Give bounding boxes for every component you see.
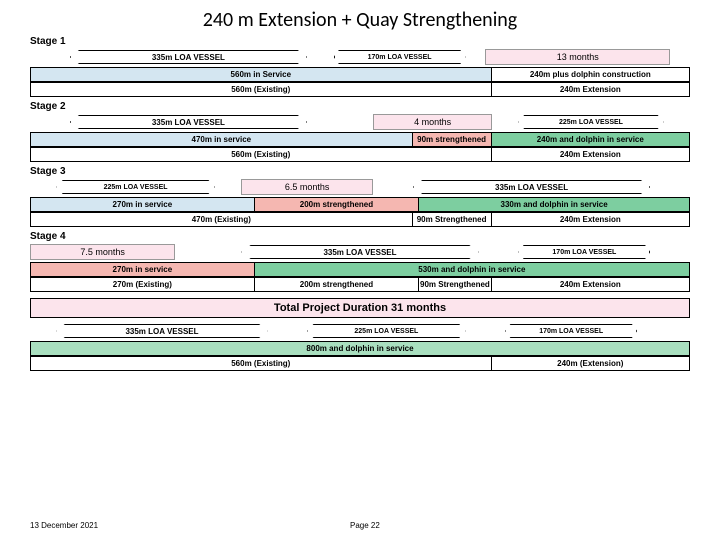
seg-existing: 470m (Existing) [31, 213, 413, 226]
vessel-170: 170m LOA VESSEL [518, 245, 650, 259]
stage-2-bar2: 560m (Existing) 240m Extension [30, 147, 690, 162]
seg-dolphin: 330m and dolphin in service [419, 198, 689, 211]
stage-2-duration: 4 months [373, 114, 492, 130]
stage-1-bar1: 560m in Service 240m plus dolphin constr… [30, 67, 690, 82]
final-bar1: 800m and dolphin in service [30, 341, 690, 356]
stage-2-label: Stage 2 [30, 101, 690, 112]
stage-4-bar2: 270m (Existing) 200m strengthened 90m St… [30, 277, 690, 292]
stage-4: Stage 4 7.5 months 335m LOA VESSEL 170m … [30, 231, 690, 292]
seg-dolphin: 240m and dolphin in service [492, 133, 689, 146]
seg-service: 270m in service [31, 263, 255, 276]
stage-3: Stage 3 225m LOA VESSEL 6.5 months 335m … [30, 166, 690, 227]
stage-3-bar2: 470m (Existing) 90m Strengthened 240m Ex… [30, 212, 690, 227]
stage-4-duration: 7.5 months [30, 244, 175, 260]
stage-2-vessels: 335m LOA VESSEL 4 months 225m LOA VESSEL [30, 113, 690, 131]
seg-strengthened2: 90m Strengthened [419, 278, 491, 291]
seg-service: 560m in Service [31, 68, 492, 81]
seg-extension: 240m Extension [492, 83, 689, 96]
page-title: 240 m Extension + Quay Strengthening [30, 8, 690, 32]
total-duration: Total Project Duration 31 months [30, 298, 690, 318]
footer-page: Page 22 [350, 521, 380, 530]
vessel-335: 335m LOA VESSEL [241, 245, 479, 259]
stage-3-duration: 6.5 months [241, 179, 373, 195]
vessel-335: 335m LOA VESSEL [70, 50, 308, 64]
stage-3-label: Stage 3 [30, 166, 690, 177]
vessel-170: 170m LOA VESSEL [505, 324, 637, 338]
stage-4-label: Stage 4 [30, 231, 690, 242]
stage-1: Stage 1 335m LOA VESSEL 170m LOA VESSEL … [30, 36, 690, 97]
seg-dolphin-full: 800m and dolphin in service [31, 342, 689, 355]
seg-construction: 240m plus dolphin construction [492, 68, 689, 81]
seg-strengthened: 90m strengthened [413, 133, 492, 146]
vessel-225: 225m LOA VESSEL [56, 180, 214, 194]
stage-4-bar1: 270m in service 530m and dolphin in serv… [30, 262, 690, 277]
seg-extension: 240m Extension [492, 278, 689, 291]
seg-strengthened: 90m Strengthened [413, 213, 492, 226]
footer-date: 13 December 2021 [30, 521, 230, 530]
seg-existing: 560m (Existing) [31, 148, 492, 161]
vessel-335: 335m LOA VESSEL [413, 180, 651, 194]
stage-4-vessels: 7.5 months 335m LOA VESSEL 170m LOA VESS… [30, 243, 690, 261]
stage-1-duration: 13 months [485, 49, 670, 65]
seg-existing: 560m (Existing) [31, 357, 492, 370]
seg-extension: 240m Extension [492, 148, 689, 161]
final-bar2: 560m (Existing) 240m (Extension) [30, 356, 690, 371]
seg-service: 470m in service [31, 133, 413, 146]
seg-strengthened: 200m strengthened [255, 278, 420, 291]
seg-service: 270m in service [31, 198, 255, 211]
vessel-170: 170m LOA VESSEL [334, 50, 466, 64]
seg-extension: 240m Extension [492, 213, 689, 226]
stage-2: Stage 2 335m LOA VESSEL 4 months 225m LO… [30, 101, 690, 162]
stage-1-bar2: 560m (Existing) 240m Extension [30, 82, 690, 97]
final-stage: 335m LOA VESSEL 225m LOA VESSEL 170m LOA… [30, 322, 690, 371]
stage-1-vessels: 335m LOA VESSEL 170m LOA VESSEL 13 month… [30, 48, 690, 66]
vessel-335: 335m LOA VESSEL [56, 324, 267, 338]
seg-extension: 240m (Extension) [492, 357, 689, 370]
stage-3-vessels: 225m LOA VESSEL 6.5 months 335m LOA VESS… [30, 178, 690, 196]
footer: 13 December 2021 Page 22 [30, 521, 690, 530]
seg-strengthened: 200m strengthened [255, 198, 420, 211]
seg-dolphin: 530m and dolphin in service [255, 263, 689, 276]
stage-3-bar1: 270m in service 200m strengthened 330m a… [30, 197, 690, 212]
stage-2-bar1: 470m in service 90m strengthened 240m an… [30, 132, 690, 147]
stage-1-label: Stage 1 [30, 36, 690, 47]
seg-existing: 270m (Existing) [31, 278, 255, 291]
vessel-225: 225m LOA VESSEL [307, 324, 465, 338]
vessel-225: 225m LOA VESSEL [518, 115, 663, 129]
vessel-335: 335m LOA VESSEL [70, 115, 308, 129]
final-vessels: 335m LOA VESSEL 225m LOA VESSEL 170m LOA… [30, 322, 690, 340]
seg-existing: 560m (Existing) [31, 83, 492, 96]
